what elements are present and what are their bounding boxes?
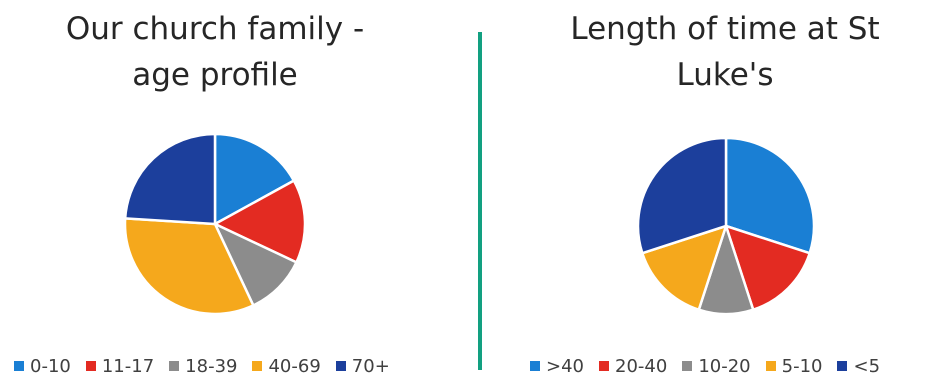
legend-swatch — [14, 361, 24, 371]
chart-title: Length of time at St Luke's — [542, 6, 908, 98]
legend-label: 5-10 — [781, 356, 823, 377]
legend-swatch — [335, 361, 346, 371]
legend-label: 0-10 — [30, 356, 71, 377]
legend-swatch — [252, 361, 263, 371]
legend-label: <5 — [853, 356, 881, 377]
pie-slice-1 — [213, 179, 307, 264]
pie-slice-4 — [123, 132, 217, 226]
pie-slice-0 — [213, 132, 296, 226]
legend-label: 70+ — [351, 356, 390, 377]
pie-slice-4 — [636, 136, 728, 255]
legend-item: 40-69 — [252, 356, 321, 378]
legend-label: 10-20 — [698, 356, 751, 377]
legend-item: 20-40 — [599, 356, 667, 378]
legend-label: >40 — [546, 356, 584, 377]
legend-swatch — [682, 361, 693, 371]
legend-swatch — [837, 361, 848, 371]
chart-age-profile: Our church family - age profile 0-10 11-1… — [14, 6, 400, 378]
legend-label: 20-40 — [615, 356, 668, 377]
pie-slice-0 — [724, 136, 816, 255]
chart-legend: >40 20-40 10-20 5-10 <5 — [530, 356, 880, 378]
legend-swatch — [85, 361, 96, 371]
legend-swatch — [169, 361, 180, 371]
divider — [478, 32, 482, 370]
legend-item: 5-10 — [765, 356, 823, 378]
chart-title-line: Luke's — [676, 57, 774, 93]
chart-title-line: Length of time at St — [570, 11, 880, 47]
legend-label: 11-17 — [101, 356, 155, 377]
legend-item: 70+ — [335, 356, 390, 378]
pie-chart — [123, 132, 307, 316]
chart-length-of-time: Length of time at St Luke's >40 20-40 10-2… — [482, 0, 938, 382]
pie-chart — [636, 136, 816, 316]
chart-title-line: age profile — [132, 57, 298, 93]
chart-title-line: Our church family - — [65, 11, 365, 47]
chart-legend: 0-10 11-17 18-39 40-69 70+ — [14, 356, 390, 378]
legend-item: <5 — [837, 356, 880, 378]
legend-swatch — [765, 361, 776, 371]
chart-title: Our church family - age profile — [30, 6, 400, 98]
legend-item: 10-20 — [682, 356, 751, 378]
pie-slice-3 — [123, 217, 255, 316]
legend-swatch — [530, 361, 540, 371]
legend-item: >40 — [530, 356, 584, 378]
legend-item: 18-39 — [169, 356, 237, 378]
legend-label: 18-39 — [185, 356, 238, 377]
legend-label: 40-69 — [268, 356, 321, 377]
legend-item: 11-17 — [85, 356, 155, 378]
legend-swatch — [599, 361, 609, 371]
legend-item: 0-10 — [14, 356, 71, 378]
